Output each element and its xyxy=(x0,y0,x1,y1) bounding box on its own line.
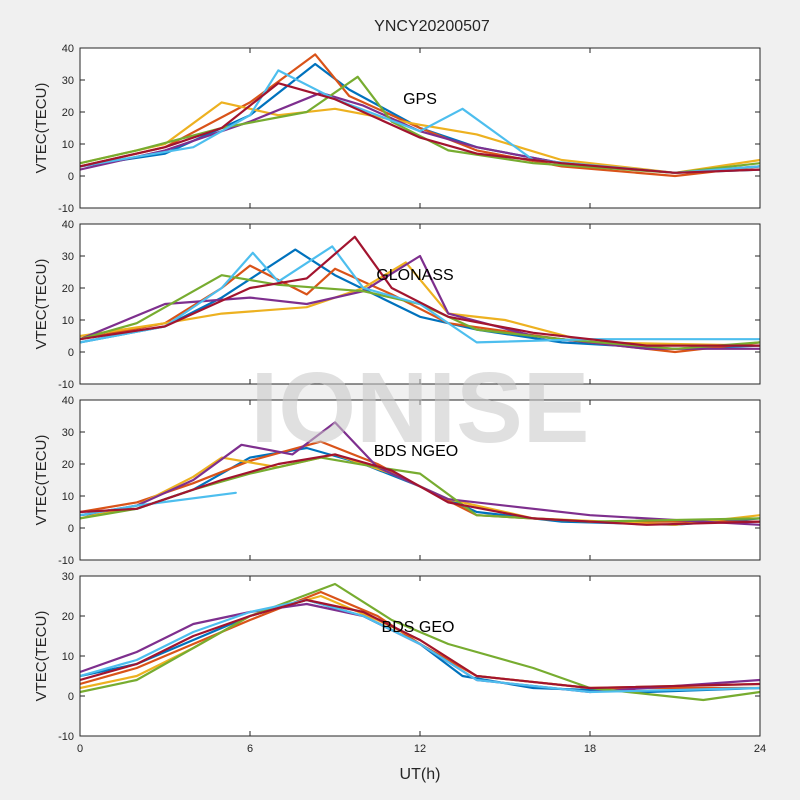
y-axis-label: VTEC(TECU) xyxy=(33,611,50,702)
y-axis-label: VTEC(TECU) xyxy=(33,435,50,526)
series-line-3 xyxy=(80,261,760,347)
x-tick-label: 0 xyxy=(77,743,83,755)
y-tick-label: 20 xyxy=(62,107,74,119)
series-line-5 xyxy=(80,75,760,174)
panel-annotation: BDS GEO xyxy=(382,619,455,636)
y-axis-label: VTEC(TECU) xyxy=(33,259,50,350)
y-tick-label: 40 xyxy=(62,395,74,407)
panel-1: -10 0 10 20 30 40 VTEC(TECU) GPS xyxy=(33,43,761,215)
y-tick-label: -10 xyxy=(58,555,74,567)
series-group xyxy=(80,235,760,354)
y-tick-label: 20 xyxy=(62,283,74,295)
plot-area xyxy=(80,576,760,736)
y-tick-label: 10 xyxy=(62,139,74,151)
watermark: IONISE xyxy=(251,352,590,464)
series-line-3 xyxy=(80,101,760,174)
y-tick-label: 10 xyxy=(62,651,74,663)
series-line-5 xyxy=(80,274,760,350)
series-line-6 xyxy=(80,245,760,344)
panel-annotation: BDS NGEO xyxy=(374,443,458,460)
chart-title: YNCY20200507 xyxy=(374,18,490,35)
panel-3: -10 0 10 20 30 40 VTEC(TECU) BDS NGEO xyxy=(33,395,761,567)
y-tick-label: 30 xyxy=(62,571,74,583)
y-tick-label: 10 xyxy=(62,315,74,327)
series-line-4 xyxy=(80,421,760,526)
panel-annotation: GPS xyxy=(403,91,437,108)
x-axis-label: UT(h) xyxy=(400,766,441,783)
panel-2: -10 0 10 20 30 40 VTEC(TECU) GLONASS xyxy=(33,219,761,391)
y-tick-label: 30 xyxy=(62,427,74,439)
y-tick-label: 0 xyxy=(68,171,74,183)
y-tick-label: -10 xyxy=(58,203,74,215)
series-group xyxy=(80,421,760,526)
y-tick-label: 0 xyxy=(68,347,74,359)
y-tick-label: -10 xyxy=(58,731,74,743)
series-line-7 xyxy=(80,598,760,690)
y-tick-label: 10 xyxy=(62,491,74,503)
y-tick-label: -10 xyxy=(58,379,74,391)
series-line-6 xyxy=(80,598,760,694)
y-axis-label: VTEC(TECU) xyxy=(33,83,50,174)
series-line-7 xyxy=(80,235,760,347)
series-line-7 xyxy=(80,453,760,526)
x-tick-label: 12 xyxy=(414,743,426,755)
y-tick-label: 20 xyxy=(62,459,74,471)
y-tick-label: 40 xyxy=(62,43,74,55)
x-tick-label: 18 xyxy=(584,743,596,755)
y-tick-label: 0 xyxy=(68,691,74,703)
series-group xyxy=(80,53,760,178)
series-line-7 xyxy=(80,82,760,174)
x-tick-label: 24 xyxy=(754,743,766,755)
panel-annotation: GLONASS xyxy=(376,267,453,284)
series-group xyxy=(80,582,760,702)
y-tick-label: 30 xyxy=(62,251,74,263)
y-tick-label: 0 xyxy=(68,523,74,535)
y-tick-label: 20 xyxy=(62,611,74,623)
y-tick-label: 40 xyxy=(62,219,74,231)
y-tick-label: 30 xyxy=(62,75,74,87)
x-tick-label: 6 xyxy=(247,743,253,755)
